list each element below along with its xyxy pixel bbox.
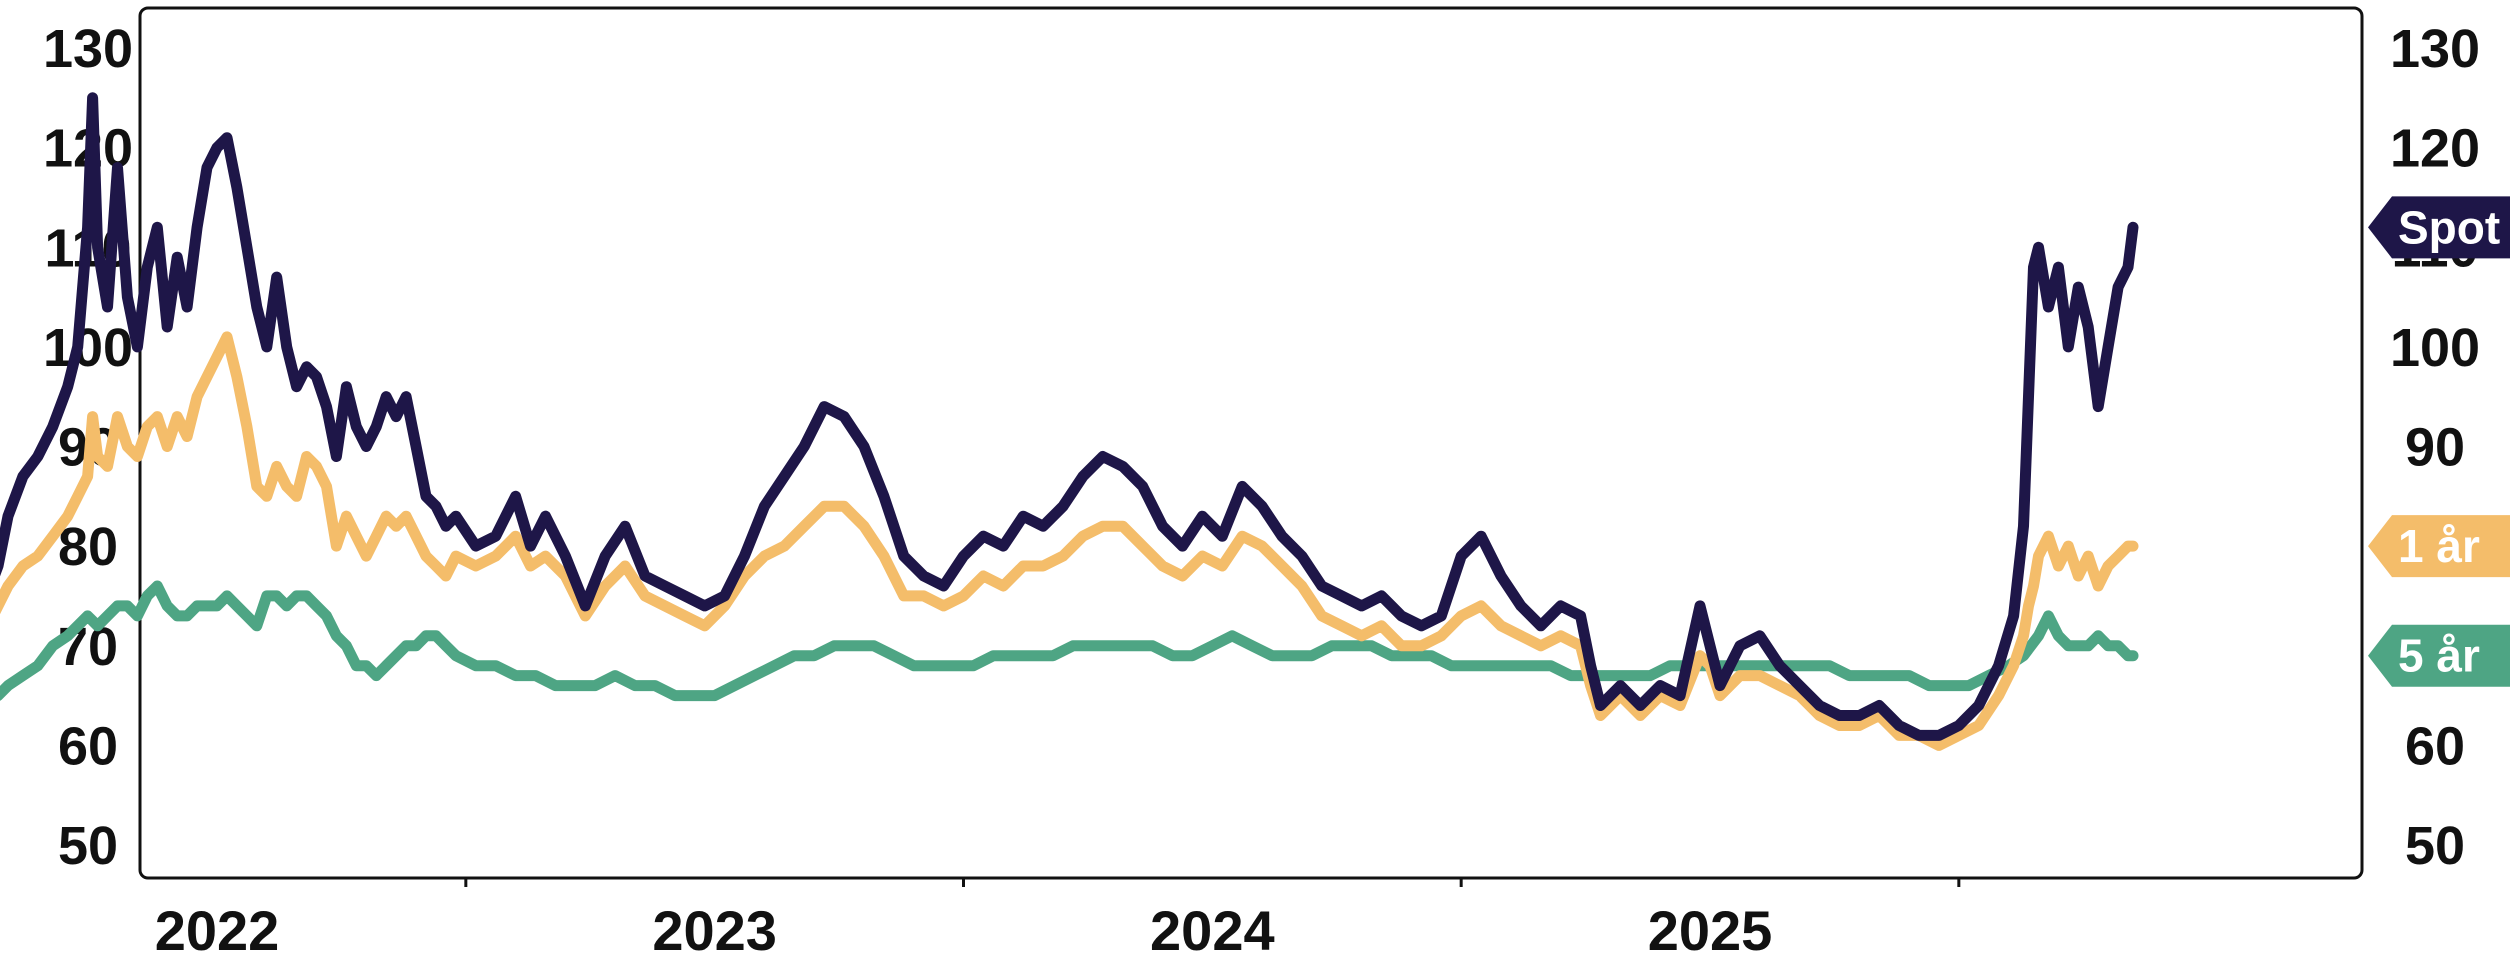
y-tick-label-right: 50 [2405,816,2465,876]
y-tick-label-left: 60 [58,716,118,776]
series-end-label: 5 år [2398,630,2480,682]
y-tick-label-right: 60 [2405,716,2465,776]
y-tick-label-left: 130 [43,19,133,79]
y-tick-label-right: 130 [2390,19,2480,79]
x-tick-label: 2024 [1150,899,1275,956]
x-axis: 2022 2023 2024 2025 [0,878,1959,956]
y-tick-label-right: 120 [2390,119,2480,179]
y-tick-label-left: 70 [58,617,118,677]
y-tick-label-right: 90 [2405,418,2465,478]
y-tick-label-left: 50 [58,816,118,876]
y-tick-label-left: 100 [43,318,133,378]
series-end-label: Spot [2398,201,2500,253]
x-tick-label: 2025 [1648,899,1773,956]
series-end-label: 1 år [2398,520,2480,572]
y-tick-label-right: 100 [2390,318,2480,378]
x-tick-label: 2023 [652,899,777,956]
x-tick-label: 2022 [155,899,280,956]
